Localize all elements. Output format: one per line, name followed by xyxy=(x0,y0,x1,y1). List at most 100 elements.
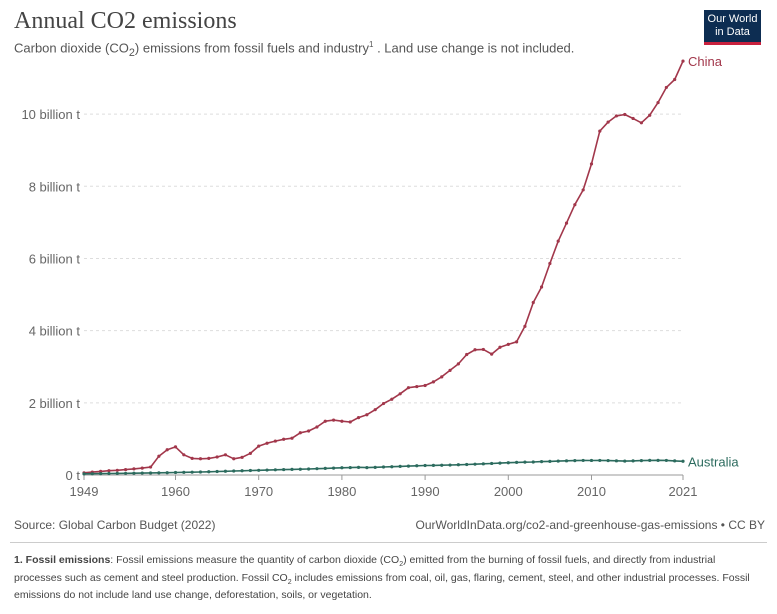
data-point-australia[interactable] xyxy=(440,463,444,467)
data-point-australia[interactable] xyxy=(631,459,635,463)
data-point-australia[interactable] xyxy=(614,459,619,463)
data-point-china[interactable] xyxy=(664,85,668,90)
data-point-china[interactable] xyxy=(431,380,436,384)
data-point-china[interactable] xyxy=(348,420,352,424)
data-point-australia[interactable] xyxy=(523,460,527,464)
data-point-australia[interactable] xyxy=(148,471,153,475)
data-point-china[interactable] xyxy=(523,324,527,328)
data-point-australia[interactable] xyxy=(673,459,677,463)
data-point-australia[interactable] xyxy=(307,467,311,471)
data-point-china[interactable] xyxy=(606,120,610,124)
data-point-china[interactable] xyxy=(107,469,111,473)
data-point-china[interactable] xyxy=(265,441,269,445)
data-point-china[interactable] xyxy=(506,342,510,346)
data-point-china[interactable] xyxy=(182,453,186,457)
series-label-australia[interactable]: Australia xyxy=(688,454,739,469)
data-point-australia[interactable] xyxy=(556,459,560,463)
data-point-australia[interactable] xyxy=(656,458,660,462)
data-point-china[interactable] xyxy=(99,469,103,473)
data-point-china[interactable] xyxy=(398,392,402,396)
data-point-australia[interactable] xyxy=(423,463,427,468)
data-point-china[interactable] xyxy=(356,416,361,420)
data-point-china[interactable] xyxy=(573,203,577,207)
data-point-china[interactable] xyxy=(473,348,477,352)
data-point-china[interactable] xyxy=(656,100,660,105)
data-point-china[interactable] xyxy=(515,340,519,344)
data-point-australia[interactable] xyxy=(481,462,485,466)
data-point-china[interactable] xyxy=(115,468,119,472)
data-point-australia[interactable] xyxy=(365,466,369,470)
data-point-australia[interactable] xyxy=(132,471,136,475)
data-point-australia[interactable] xyxy=(490,461,494,466)
data-point-china[interactable] xyxy=(440,375,444,379)
data-point-australia[interactable] xyxy=(265,468,269,472)
data-point-china[interactable] xyxy=(248,451,252,455)
data-point-australia[interactable] xyxy=(82,472,86,476)
data-point-china[interactable] xyxy=(173,445,178,449)
data-point-china[interactable] xyxy=(623,112,627,117)
data-point-china[interactable] xyxy=(481,347,485,352)
data-point-china[interactable] xyxy=(381,401,386,406)
data-point-australia[interactable] xyxy=(115,471,119,476)
data-point-australia[interactable] xyxy=(515,460,519,465)
data-point-australia[interactable] xyxy=(282,467,286,472)
series-label-china[interactable]: China xyxy=(688,54,723,69)
line-chart[interactable]: 0 t 2 billion t 4 billion t 6 billion t 8 bi… xyxy=(0,0,777,510)
data-point-china[interactable] xyxy=(165,448,169,452)
data-point-china[interactable] xyxy=(123,467,128,472)
data-point-china[interactable] xyxy=(323,419,327,423)
data-point-china[interactable] xyxy=(257,444,261,448)
data-point-china[interactable] xyxy=(406,386,411,390)
data-point-china[interactable] xyxy=(190,456,194,460)
data-point-australia[interactable] xyxy=(107,471,111,476)
data-point-australia[interactable] xyxy=(340,466,344,470)
data-point-australia[interactable] xyxy=(456,463,460,467)
data-point-china[interactable] xyxy=(132,467,136,471)
data-point-australia[interactable] xyxy=(182,470,186,474)
data-point-australia[interactable] xyxy=(664,458,668,463)
data-point-australia[interactable] xyxy=(431,463,436,468)
data-point-australia[interactable] xyxy=(298,467,302,471)
data-point-australia[interactable] xyxy=(157,471,161,475)
data-point-china[interactable] xyxy=(614,114,619,118)
data-point-china[interactable] xyxy=(589,162,594,166)
data-point-china[interactable] xyxy=(648,113,652,117)
data-point-china[interactable] xyxy=(448,368,452,372)
data-point-china[interactable] xyxy=(548,261,552,266)
data-point-australia[interactable] xyxy=(140,471,144,475)
data-point-australia[interactable] xyxy=(581,458,585,463)
data-point-china[interactable] xyxy=(140,466,144,470)
data-point-australia[interactable] xyxy=(564,459,569,463)
data-point-china[interactable] xyxy=(198,457,203,461)
data-point-australia[interactable] xyxy=(223,469,228,473)
data-point-australia[interactable] xyxy=(190,470,194,474)
data-point-australia[interactable] xyxy=(257,468,261,472)
data-point-australia[interactable] xyxy=(589,458,594,463)
data-point-china[interactable] xyxy=(531,300,535,305)
data-point-china[interactable] xyxy=(282,437,286,441)
data-point-china[interactable] xyxy=(631,116,635,121)
data-point-china[interactable] xyxy=(298,431,302,435)
data-point-china[interactable] xyxy=(340,419,344,423)
data-point-china[interactable] xyxy=(223,453,228,457)
data-point-china[interactable] xyxy=(207,456,211,460)
data-point-china[interactable] xyxy=(598,129,602,133)
data-point-australia[interactable] xyxy=(406,464,411,468)
data-point-australia[interactable] xyxy=(623,459,627,463)
data-point-australia[interactable] xyxy=(448,463,452,467)
data-point-australia[interactable] xyxy=(606,458,610,463)
data-point-china[interactable] xyxy=(673,77,677,82)
data-point-australia[interactable] xyxy=(498,461,502,465)
data-point-australia[interactable] xyxy=(123,471,128,475)
data-point-australia[interactable] xyxy=(548,459,552,463)
data-point-china[interactable] xyxy=(240,455,244,459)
data-point-australia[interactable] xyxy=(323,466,327,470)
data-point-china[interactable] xyxy=(564,221,569,225)
data-point-china[interactable] xyxy=(423,383,427,388)
data-point-china[interactable] xyxy=(365,413,369,417)
data-point-china[interactable] xyxy=(373,408,377,412)
data-point-australia[interactable] xyxy=(531,460,535,464)
data-point-australia[interactable] xyxy=(273,468,277,472)
data-point-australia[interactable] xyxy=(473,462,477,466)
data-point-australia[interactable] xyxy=(598,458,602,463)
